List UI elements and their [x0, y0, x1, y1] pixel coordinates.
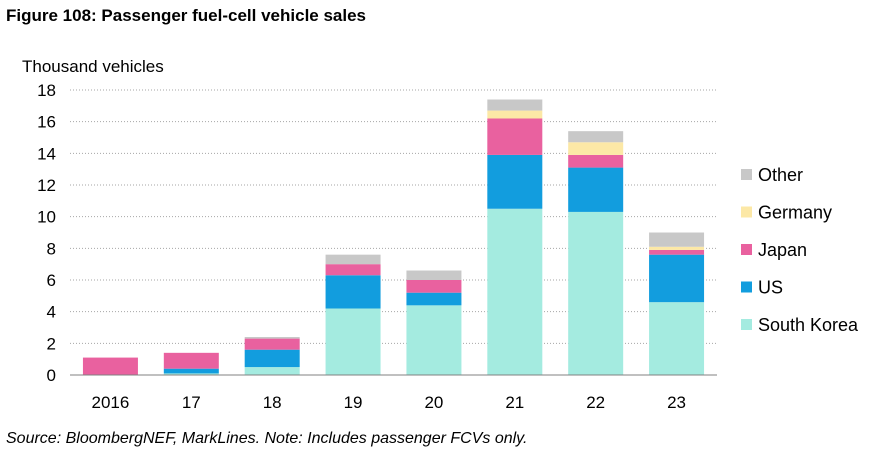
bar-segment-other	[406, 270, 462, 280]
x-tick-label: 21	[505, 393, 524, 412]
legend-swatch	[741, 206, 752, 218]
bar-segment-south-korea	[568, 211, 624, 375]
bar-segment-us	[244, 349, 300, 368]
x-tick-label: 20	[424, 393, 443, 412]
bar-segment-other	[568, 131, 624, 143]
bar-segment-us	[163, 368, 219, 374]
legend-label: South Korea	[758, 315, 859, 335]
bar-segment-us	[487, 154, 543, 209]
bar-segment-japan	[649, 249, 705, 255]
bar-segment-other	[487, 99, 543, 111]
y-tick-label: 0	[47, 366, 56, 385]
x-tick-label: 17	[182, 393, 201, 412]
y-tick-label: 4	[47, 303, 56, 322]
bar-segment-other	[649, 232, 705, 247]
bar-segment-japan	[568, 154, 624, 168]
y-tick-label: 18	[37, 81, 56, 100]
bar-segment-south-korea	[649, 302, 705, 375]
y-tick-label: 8	[47, 239, 56, 258]
bar-segment-japan	[406, 280, 462, 293]
bar-segment-us	[325, 275, 381, 309]
x-tick-label: 2016	[92, 393, 130, 412]
bar-segment-germany	[487, 110, 543, 119]
bar-segment-south-korea	[487, 208, 543, 375]
bar-segment-south-korea	[163, 373, 219, 375]
y-tick-label: 10	[37, 208, 56, 227]
chart-title: Figure 108: Passenger fuel-cell vehicle …	[6, 6, 367, 25]
legend-swatch	[741, 281, 752, 293]
bar-segment-japan	[325, 264, 381, 276]
x-tick-label: 18	[263, 393, 282, 412]
bar-segment-japan	[163, 352, 219, 369]
bar-segment-other	[244, 337, 300, 339]
x-tick-label: 22	[586, 393, 605, 412]
bar-segment-japan	[82, 357, 138, 375]
bar-segment-germany	[568, 142, 624, 155]
legend-swatch	[741, 244, 752, 255]
y-tick-label: 6	[47, 271, 56, 290]
source-note: Source: BloombergNEF, MarkLines. Note: I…	[6, 430, 528, 447]
legend-label: Other	[758, 165, 803, 185]
bar-segment-us	[568, 167, 624, 212]
bar-segment-germany	[649, 246, 705, 250]
legend-swatch	[741, 319, 752, 330]
bar-segment-japan	[244, 338, 300, 350]
x-tick-label: 19	[344, 393, 363, 412]
bar-segment-us	[649, 254, 705, 303]
bar-segment-other	[325, 254, 381, 265]
y-tick-label: 14	[37, 144, 56, 163]
bar-segment-japan	[487, 118, 543, 155]
y-tick-label: 12	[37, 176, 56, 195]
bar-segment-us	[406, 292, 462, 306]
x-tick-label: 23	[667, 393, 686, 412]
legend-swatch	[741, 169, 752, 180]
y-tick-label: 16	[37, 113, 56, 132]
bar-segment-south-korea	[325, 308, 381, 375]
y-axis-label: Thousand vehicles	[22, 57, 164, 76]
y-tick-label: 2	[47, 334, 56, 353]
bar-segment-south-korea	[244, 367, 300, 375]
bar-segment-south-korea	[406, 305, 462, 375]
legend-label: US	[758, 278, 783, 298]
legend-label: Germany	[758, 203, 832, 223]
legend-label: Japan	[758, 240, 807, 260]
